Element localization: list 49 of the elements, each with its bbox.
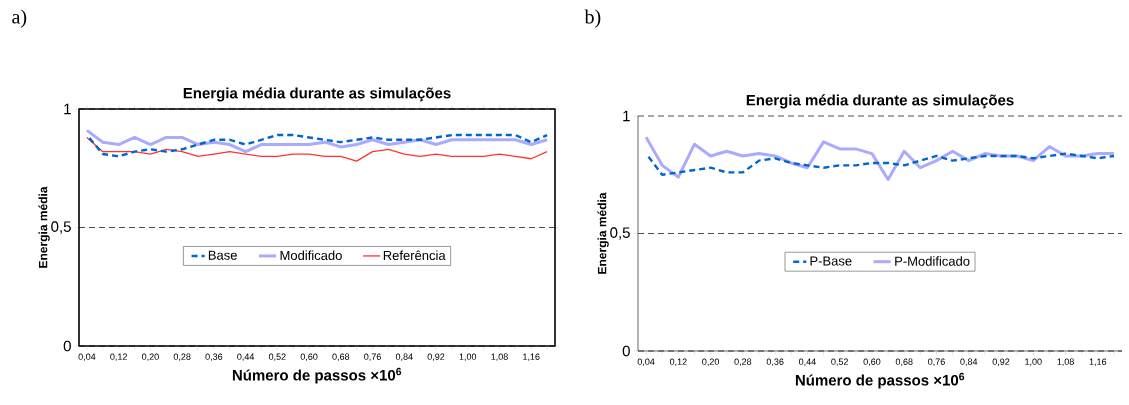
x-tick-label: 0,84 (960, 358, 978, 366)
x-tick-label: 0,60 (300, 353, 318, 361)
text: b) (584, 9, 601, 28)
y-axis-title: Energia média (597, 192, 609, 274)
chart-title: Energia média durante as simulações (183, 87, 451, 102)
legend-label: P-Base (810, 256, 852, 266)
chart-title: Energia média durante as simulações (746, 94, 1014, 109)
x-axis-title: Número de passos ×10$^{6}$ (232, 367, 402, 384)
legend-label: P-Modificado (895, 256, 970, 266)
x-tick-label: 1,16 (1089, 358, 1107, 366)
y-tick-label: 0 (622, 345, 630, 357)
x-tick-label: 0,84 (395, 353, 413, 361)
legend-label: Referência (383, 250, 446, 261)
x-tick-label: 1,08 (491, 353, 508, 361)
x-tick-label: 0,52 (831, 358, 848, 366)
x-tick-label: 0,36 (766, 358, 784, 366)
x-tick-label: 1,16 (523, 353, 540, 361)
x-tick-label: 0,60 (863, 358, 881, 366)
x-tick-label: 0,68 (895, 358, 913, 366)
y-tick-label: 0,5 (610, 227, 630, 240)
x-tick-label: 0,28 (734, 358, 752, 366)
x-tick-label: 0,76 (928, 358, 945, 366)
x-tick-label: 0,68 (332, 353, 350, 361)
x-tick-label: 0,92 (992, 358, 1010, 366)
legend-label: Modificado (280, 250, 342, 261)
x-tick-label: 0,12 (669, 358, 687, 366)
x-tick-label: 0,20 (141, 353, 159, 361)
x-tick-label: 1,08 (1057, 358, 1074, 366)
x-tick-label: 0,12 (110, 353, 127, 361)
legend-label: Base (208, 250, 237, 260)
y-tick-label: 1 (623, 110, 630, 122)
x-tick-label: 0,44 (237, 353, 255, 361)
x-tick-label: 0,28 (173, 353, 191, 361)
x-tick-label: 0,44 (799, 358, 816, 366)
x-tick-label: 0,04 (637, 358, 655, 366)
y-tick-label: 1 (64, 103, 71, 115)
x-tick-label: 0,36 (205, 353, 223, 361)
x-axis-title: Número de passos ×10$^{6}$ (795, 372, 965, 389)
x-tick-label: 0,52 (268, 353, 286, 361)
x-tick-label: 0,76 (364, 353, 381, 361)
x-tick-label: 0,04 (78, 353, 96, 361)
y-tick-label: 0 (63, 340, 71, 352)
x-tick-label: 1,00 (1025, 358, 1042, 366)
y-axis-title: Energia média (38, 186, 50, 268)
x-tick-label: 1,00 (459, 353, 477, 361)
x-tick-label: 0,20 (702, 358, 720, 366)
y-tick-label: 0,5 (51, 221, 71, 234)
text: a) (12, 9, 27, 28)
x-tick-label: 0,92 (427, 353, 445, 361)
